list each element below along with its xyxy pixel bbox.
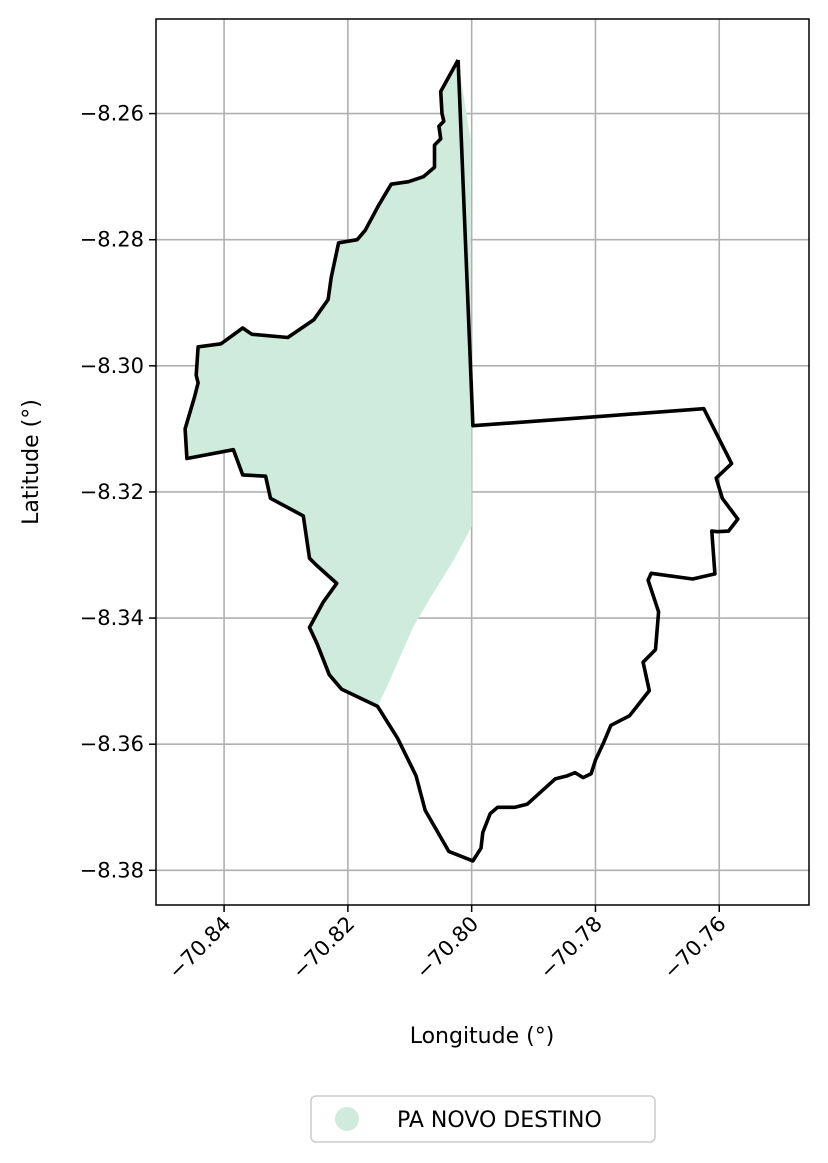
y-tick-label-5: −8.36 xyxy=(80,732,144,756)
legend-entry-label: PA NOVO DESTINO xyxy=(397,1108,602,1133)
y-tick-label-2: −8.30 xyxy=(80,354,144,378)
y-axis-label: Latitude (°) xyxy=(19,399,44,525)
x-axis-label: Longitude (°) xyxy=(410,1024,555,1049)
y-tick-label-4: −8.34 xyxy=(80,606,144,630)
legend: PA NOVO DESTINO xyxy=(311,1096,655,1142)
legend-marker xyxy=(335,1107,359,1131)
y-tick-label-3: −8.32 xyxy=(80,480,144,504)
y-tick-label-0: −8.26 xyxy=(80,102,144,126)
y-tick-label-6: −8.38 xyxy=(80,858,144,882)
y-tick-label-1: −8.28 xyxy=(80,228,144,252)
